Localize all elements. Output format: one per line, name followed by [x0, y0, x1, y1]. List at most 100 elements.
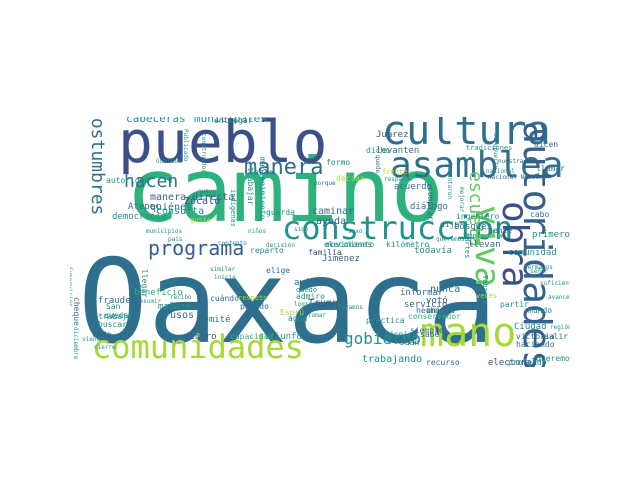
- word-queremos: queremos: [536, 354, 570, 363]
- word-espru: Esprú: [280, 308, 305, 317]
- word-trabajando: trabajando: [362, 354, 423, 365]
- word-guarda: guarda: [266, 208, 295, 217]
- word-aula: aula: [254, 168, 274, 177]
- word-trabajar: trabajar: [246, 167, 255, 206]
- word-comite: comité: [198, 315, 231, 325]
- word-llevamos: Llevamos: [334, 304, 363, 311]
- word-respaldo: respaldo: [384, 176, 413, 183]
- word-diciembre: diciembre: [72, 327, 79, 360]
- word-trabajo: trabajo: [98, 312, 132, 321]
- word-porque: porque: [314, 180, 336, 187]
- word-dicen: dicen: [534, 140, 559, 149]
- word-camino: camino: [126, 139, 444, 242]
- word-hermanos: hermanos: [524, 264, 553, 271]
- word-avion: avión: [294, 278, 322, 288]
- word-comprar: comprar: [426, 187, 435, 221]
- word-agua: agua: [288, 314, 308, 323]
- word-nunca: nunca: [430, 284, 461, 295]
- word-supervision: Supervisión: [70, 267, 73, 307]
- word-cloud: Oaxaca camino pueblo cultura asamblea autorid…: [70, 117, 570, 367]
- word-tecnica: técnica: [384, 330, 418, 339]
- word-pueblo: pueblo: [118, 117, 328, 176]
- word-hacen: hacen: [124, 171, 179, 192]
- word-dicho: dicho: [366, 146, 391, 155]
- word-llamar: llamar: [536, 164, 565, 173]
- word-senor: señor: [530, 268, 549, 275]
- word-juarez: Juárez: [376, 130, 409, 140]
- word-autoridad: autoridad: [106, 176, 150, 185]
- word-municipales: municipales: [194, 117, 267, 125]
- word-tabasco: Tabasco: [481, 275, 489, 305]
- word-pais: país: [168, 236, 183, 243]
- word-sexo: sexo: [348, 228, 363, 235]
- word-primero: primero: [532, 230, 570, 240]
- word-movimiento: movimiento: [326, 240, 375, 249]
- word-aeropuerto: aeropuerto: [492, 133, 499, 170]
- word-conservador: conservador: [408, 312, 461, 321]
- word-elige: elige: [266, 266, 291, 275]
- word-dije: dije: [440, 220, 460, 229]
- word-inicia: inicia: [214, 274, 236, 281]
- word-kilometro: kilómetro: [386, 240, 430, 249]
- word-siempre: siempre: [410, 326, 444, 335]
- word-cuando: cuándo: [210, 294, 239, 303]
- word-cada: cada: [92, 330, 112, 339]
- word-quede: quede: [374, 155, 381, 174]
- word-juan: Juan: [400, 338, 420, 347]
- word-programa: programa: [148, 236, 245, 260]
- word-avances: avances: [548, 294, 570, 301]
- word-gente: gente: [488, 226, 513, 235]
- word-cabo: cabo: [530, 210, 550, 219]
- word-recibo: recibo: [170, 294, 192, 301]
- word-admiro: admiro: [296, 292, 325, 301]
- word-sido: sido: [294, 226, 309, 233]
- word-unidad: unidad: [426, 306, 455, 315]
- word-construidos: construidos: [200, 133, 207, 173]
- word-nuestra: nuestra: [498, 158, 524, 165]
- word-servicio: servicio: [404, 300, 448, 310]
- word-entregar: entregar: [214, 117, 253, 125]
- word-ayuda: ayuda: [316, 216, 347, 227]
- word-mejorar: mejorar: [458, 187, 465, 213]
- word-comunidad: comunidad: [508, 248, 557, 258]
- word-democracia: democracia: [112, 212, 167, 222]
- word-mantenimiento: mantenimiento: [258, 157, 267, 220]
- word-zocalo: Zócalo: [184, 196, 221, 207]
- word-dialogo: diálogo: [410, 202, 448, 212]
- word-construccion: construcción: [282, 209, 514, 247]
- word-cabeceras: cabeceras: [126, 117, 186, 125]
- word-quedo: quedó: [296, 286, 318, 294]
- word-levantaron: levantaron: [446, 163, 453, 200]
- word-acuerdo: acuerdo: [394, 182, 432, 192]
- word-nuevo: nuevo: [198, 188, 217, 195]
- word-victoria: victoria: [516, 332, 555, 341]
- word-electoral: electoral: [488, 358, 537, 368]
- word-resumir: resumir: [136, 298, 162, 305]
- word-queremos: queremos: [436, 236, 465, 243]
- word-ingeniero: ingeniero: [456, 212, 500, 221]
- word-comunidades: comunidades: [92, 328, 304, 366]
- word-caminar: caminar: [312, 206, 355, 217]
- word-decian: decían: [336, 174, 365, 183]
- word-suficiente: suficiente: [540, 280, 570, 287]
- word-elecciones: elecciones: [324, 240, 373, 249]
- word-todavia: todavía: [414, 246, 452, 256]
- word-atepec: Atepec: [128, 202, 161, 212]
- word-capacidad: capacidad: [230, 332, 274, 341]
- word-ciudad: Ciudad: [514, 322, 547, 332]
- word-amigos: amigos: [426, 308, 448, 315]
- word-informar: informar: [400, 288, 444, 298]
- word-voto: votó: [426, 296, 448, 306]
- word-tomar: tomar: [308, 312, 327, 319]
- word-tradiciones: tradiciones: [466, 144, 513, 152]
- word-manera-directa: manera directa: [150, 192, 235, 203]
- word-pasado: pasado: [240, 302, 269, 311]
- word-guardia: Guardia: [156, 158, 182, 165]
- word-indigenas: indígenas: [229, 189, 237, 227]
- word-levanten: levanten: [376, 146, 420, 156]
- word-gobierno: gobierno: [344, 329, 422, 348]
- word-sabe: sabe: [420, 330, 440, 339]
- word-dinero: dinero: [184, 332, 217, 342]
- word-san: San: [106, 302, 121, 311]
- word-decision: decisión: [266, 242, 295, 249]
